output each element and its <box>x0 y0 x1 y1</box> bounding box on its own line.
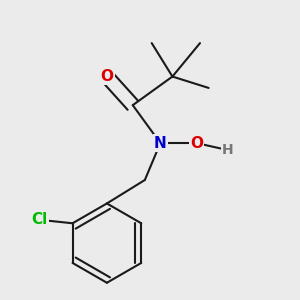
Text: H: H <box>222 143 233 157</box>
Text: O: O <box>100 69 113 84</box>
Text: O: O <box>190 136 203 151</box>
Text: Cl: Cl <box>32 212 48 227</box>
Text: N: N <box>154 136 167 151</box>
